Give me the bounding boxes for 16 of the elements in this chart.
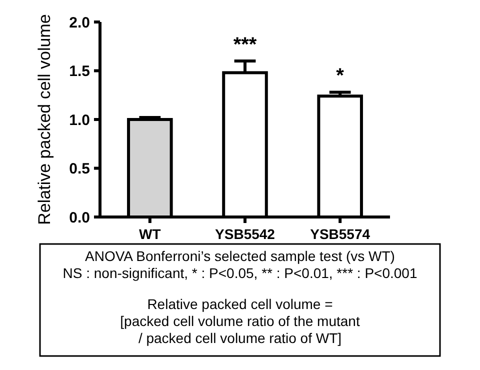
y-tick-label: 0.5	[69, 160, 90, 178]
text: Relative packed cell volume =	[147, 296, 333, 312]
annotation: *	[336, 65, 344, 88]
text: [packed cell volume ratio of the mutant	[120, 313, 360, 329]
annotation: ***	[233, 34, 257, 56]
text: / packed cell volume ratio of WT]	[138, 330, 342, 346]
y-tick-label: 1.5	[69, 63, 90, 80]
y-tick-label: 0.0	[69, 209, 90, 226]
y-tick-label: 2.0	[69, 14, 90, 32]
x-tick-label: YSB5574	[310, 226, 370, 242]
y-tick-label: 1.0	[69, 112, 90, 129]
x-tick-label: YSB5542	[215, 226, 276, 242]
text: NS : non-significant, * : P<0.05, ** : P<0.01, *** : P<0.001	[62, 265, 418, 281]
x-tick-label: WT	[139, 226, 162, 242]
y-axis-title: Relative packed cell volume	[35, 14, 54, 225]
text: ANOVA Bonferroni’s selected sample test (vs WT)	[85, 248, 395, 264]
